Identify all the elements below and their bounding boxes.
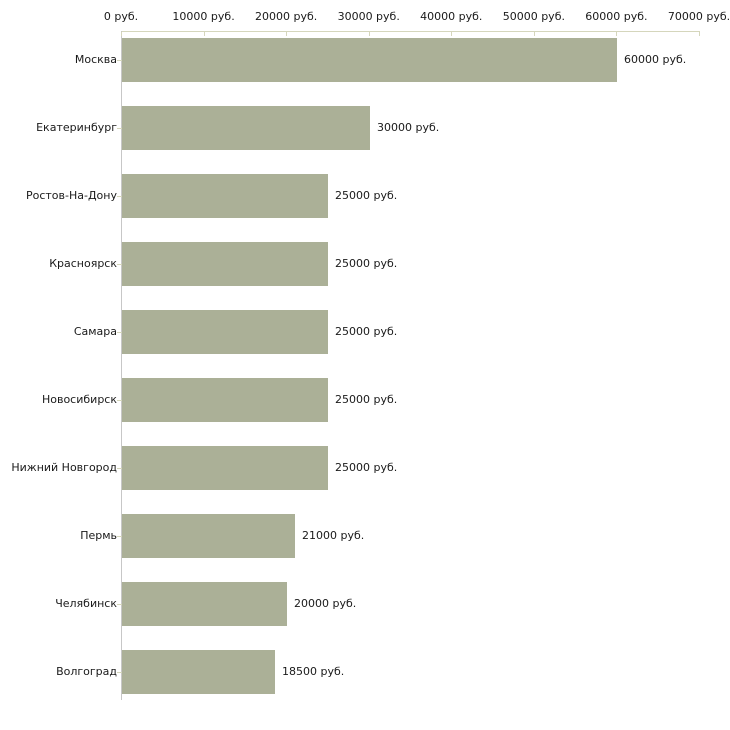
bar-Пермь (122, 514, 295, 558)
value-label: 18500 руб. (282, 665, 345, 678)
bar-Челябинск (122, 582, 287, 626)
value-label: 25000 руб. (335, 257, 398, 270)
x-axis-tick-label: 50000 руб. (502, 10, 565, 23)
value-label: 60000 руб. (624, 53, 687, 66)
value-label: 25000 руб. (335, 325, 398, 338)
bar-Красноярск (122, 242, 328, 286)
category-label: Нижний Новгород (11, 461, 117, 474)
bar-Самара (122, 310, 328, 354)
category-label: Красноярск (49, 257, 117, 270)
category-label: Пермь (80, 529, 117, 542)
value-label: 30000 руб. (377, 121, 440, 134)
y-axis-tick-mark (117, 128, 122, 129)
x-axis-tick-label: 40000 руб. (420, 10, 483, 23)
category-label: Ростов-На-Дону (25, 189, 117, 202)
category-label: Самара (73, 325, 117, 338)
y-axis-tick-mark (117, 468, 122, 469)
bar-Москва (122, 38, 617, 82)
y-axis-line (121, 31, 122, 700)
x-axis-tick-mark (121, 32, 122, 36)
value-label: 21000 руб. (302, 529, 365, 542)
x-axis-tick-label: 10000 руб. (172, 10, 235, 23)
bar-Волгоград (122, 650, 275, 694)
y-axis-tick-mark (117, 264, 122, 265)
y-axis-tick-mark (117, 196, 122, 197)
value-label: 25000 руб. (335, 393, 398, 406)
x-axis-tick-mark (533, 32, 535, 36)
x-axis-tick-mark (368, 32, 370, 36)
bar-Новосибирск (122, 378, 328, 422)
x-axis-tick-label: 60000 руб. (585, 10, 648, 23)
y-axis-tick-mark (117, 672, 122, 673)
bar-Нижний Новгород (122, 446, 328, 490)
category-label: Екатеринбург (36, 121, 117, 134)
category-label: Волгоград (56, 665, 117, 678)
y-axis-tick-mark (117, 604, 122, 605)
x-axis-tick-label: 70000 руб. (667, 10, 730, 23)
x-axis-tick-mark (451, 32, 453, 36)
value-label: 25000 руб. (335, 461, 398, 474)
category-label: Новосибирск (41, 393, 117, 406)
bar-Ростов-На-Дону (122, 174, 328, 218)
category-label: Челябинск (55, 597, 117, 610)
y-axis-tick-mark (117, 536, 122, 537)
x-axis-tick-mark (203, 32, 205, 36)
category-label: Москва (74, 53, 117, 66)
value-label: 25000 руб. (335, 189, 398, 202)
value-label: 20000 руб. (294, 597, 357, 610)
y-axis-tick-mark (117, 400, 122, 401)
x-axis-tick-label: 30000 руб. (337, 10, 400, 23)
y-axis-tick-mark (117, 332, 122, 333)
bar-Екатеринбург (122, 106, 370, 150)
x-axis-tick-mark (699, 32, 700, 36)
x-axis-line (121, 31, 700, 32)
x-axis-tick-mark (286, 32, 288, 36)
y-axis-tick-mark (117, 60, 122, 61)
x-axis-tick-label: 20000 руб. (255, 10, 318, 23)
x-axis-tick-label: 0 руб. (103, 10, 139, 23)
x-axis-tick-mark (616, 32, 618, 36)
